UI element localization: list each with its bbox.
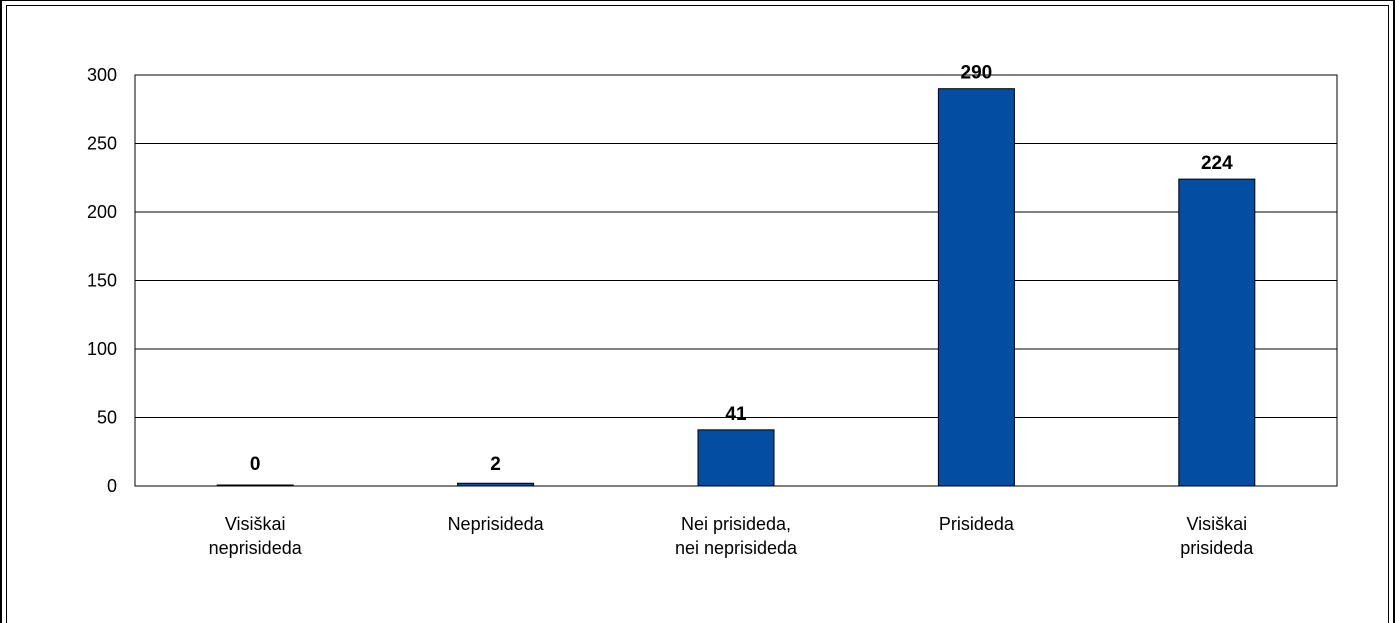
y-tick-label: 300 (87, 65, 117, 85)
data-label: 0 (250, 454, 261, 475)
bar (937, 88, 1015, 487)
data-labels: 0 2 41 290 224 (250, 63, 1233, 475)
data-label: 41 (725, 404, 747, 425)
x-tick-label: Neprisideda (448, 514, 545, 534)
x-tick-label: Visiškai neprisideda (209, 514, 303, 558)
y-tick-label: 100 (87, 339, 117, 359)
bar (1178, 178, 1256, 487)
y-tick-label: 150 (87, 271, 117, 291)
x-tick-label: Nei prisideda, nei neprisideda (675, 514, 798, 558)
data-label: 224 (1201, 153, 1233, 174)
y-axis-ticks: 0 50 100 150 200 250 300 (87, 65, 117, 496)
data-label: 2 (490, 454, 501, 475)
plot-area-border (134, 74, 1338, 487)
x-axis-labels: Visiškai neprisideda Neprisideda Nei prisid… (209, 514, 1255, 558)
bar (697, 429, 775, 487)
y-tick-label: 50 (97, 408, 117, 428)
bars (216, 88, 1256, 487)
x-tick-label: Visiškai prisideda (1180, 514, 1254, 558)
y-tick-label: 250 (87, 134, 117, 154)
y-tick-label: 200 (87, 202, 117, 222)
x-tick-label: Prisideda (939, 514, 1015, 534)
y-tick-label: 0 (107, 476, 117, 496)
data-label: 290 (961, 63, 993, 84)
